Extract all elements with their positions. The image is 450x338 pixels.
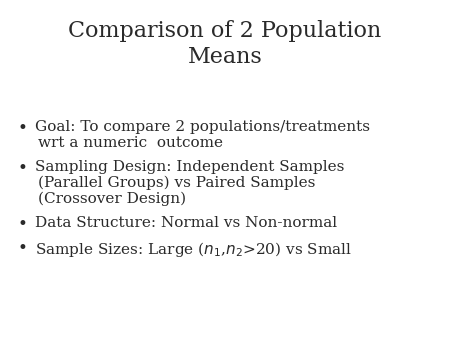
- Text: •: •: [17, 216, 27, 233]
- Text: Sample Sizes: Large ($n_1$,$n_2$>20) vs Small: Sample Sizes: Large ($n_1$,$n_2$>20) vs …: [35, 240, 352, 259]
- Text: (Crossover Design): (Crossover Design): [38, 192, 186, 207]
- Text: •: •: [17, 120, 27, 137]
- Text: •: •: [17, 240, 27, 257]
- Text: Sampling Design: Independent Samples: Sampling Design: Independent Samples: [35, 160, 344, 174]
- Text: Data Structure: Normal vs Non-normal: Data Structure: Normal vs Non-normal: [35, 216, 337, 230]
- Text: •: •: [17, 160, 27, 177]
- Text: Comparison of 2 Population
Means: Comparison of 2 Population Means: [68, 20, 382, 68]
- Text: wrt a numeric  outcome: wrt a numeric outcome: [38, 136, 223, 150]
- Text: Goal: To compare 2 populations/treatments: Goal: To compare 2 populations/treatment…: [35, 120, 370, 134]
- Text: (Parallel Groups) vs Paired Samples: (Parallel Groups) vs Paired Samples: [38, 176, 315, 190]
